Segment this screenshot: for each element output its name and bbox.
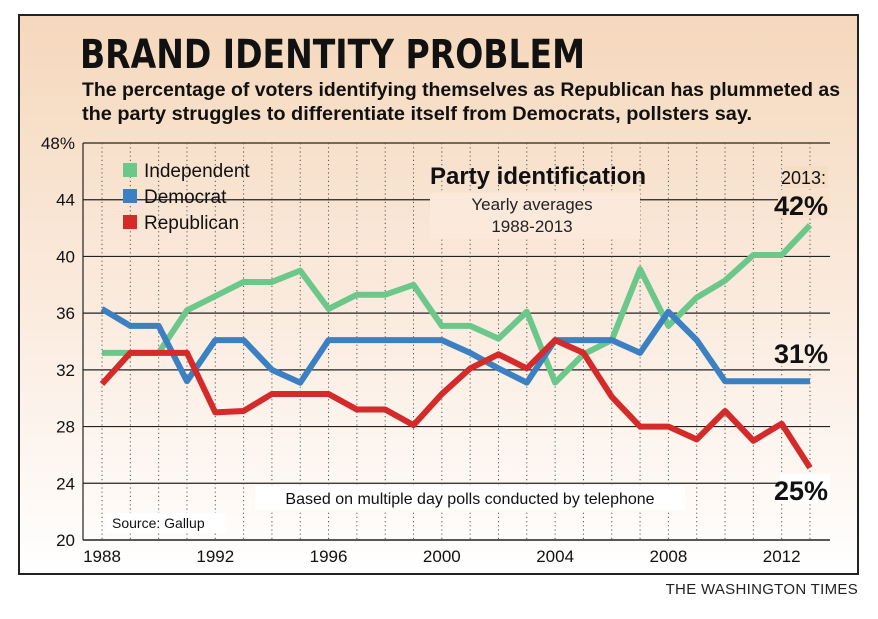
chart-note: Based on multiple day polls conducted by… bbox=[285, 491, 654, 508]
x-tick-label: 2008 bbox=[649, 547, 687, 566]
chart-subtitle-line1: Yearly averages bbox=[471, 195, 592, 214]
end-year-label: 2013: bbox=[781, 168, 826, 188]
chart-background bbox=[20, 16, 857, 573]
y-tick-label: 24 bbox=[56, 474, 75, 493]
plot-area: 20 24 28 32 36 40 44 48% 1988 1992 1996 2000 2004 200… bbox=[41, 134, 830, 566]
indep-label-backdrop bbox=[778, 190, 830, 218]
democrat-end-label: 31% bbox=[774, 339, 828, 369]
legend-label-democrat: Democrat bbox=[144, 187, 227, 208]
y-tick-label: 44 bbox=[56, 191, 75, 210]
rep-label-backdrop bbox=[780, 474, 830, 504]
y-tick-label: 36 bbox=[56, 304, 75, 323]
page-subtitle-line1: The percentage of voters identifying the… bbox=[82, 80, 840, 101]
page-title: BRAND IDENTITY PROBLEM bbox=[80, 32, 585, 78]
note-backdrop bbox=[255, 486, 685, 510]
series-line-republican bbox=[99, 337, 813, 470]
x-tick-label: 1996 bbox=[310, 547, 348, 566]
legend-label-independent: Independent bbox=[144, 161, 250, 182]
legend-swatch-republican bbox=[123, 215, 137, 229]
chart-source: Source: Gallup bbox=[112, 515, 205, 531]
year-label-backdrop bbox=[784, 166, 828, 188]
y-tick-label: 40 bbox=[56, 247, 75, 266]
chart-frame: BRAND IDENTITY PROBLEM The percentage of… bbox=[18, 14, 859, 575]
subtitle-backdrop bbox=[430, 193, 640, 239]
source-backdrop bbox=[106, 513, 226, 533]
line-chart: BRAND IDENTITY PROBLEM The percentage of… bbox=[20, 16, 857, 573]
legend-swatch-democrat bbox=[123, 189, 137, 203]
y-tick-label: 28 bbox=[56, 418, 75, 437]
x-tick-label: 1988 bbox=[83, 547, 121, 566]
y-tick-label: 48% bbox=[41, 134, 75, 153]
x-tick-label: 1992 bbox=[196, 547, 234, 566]
dem-label-backdrop bbox=[780, 338, 830, 366]
chart-title: Party identification bbox=[430, 163, 646, 190]
x-tick-label: 2012 bbox=[763, 547, 801, 566]
chart-subtitle-line2: 1988-2013 bbox=[491, 217, 572, 236]
x-tick-label: 2004 bbox=[536, 547, 574, 566]
series-line-democrat bbox=[100, 306, 810, 386]
y-tick-label: 20 bbox=[56, 531, 75, 550]
legend-label-republican: Republican bbox=[144, 213, 239, 234]
publisher-credit: THE WASHINGTON TIMES bbox=[665, 581, 858, 598]
page-subtitle-line2: the party struggles to differentiate its… bbox=[82, 104, 752, 125]
republican-end-label: 25% bbox=[774, 476, 828, 506]
independent-end-label: 42% bbox=[774, 191, 828, 221]
series-line-independent bbox=[102, 223, 813, 386]
y-tick-label: 32 bbox=[56, 361, 75, 380]
x-tick-label: 2000 bbox=[423, 547, 461, 566]
legend-swatch-independent bbox=[123, 163, 137, 177]
